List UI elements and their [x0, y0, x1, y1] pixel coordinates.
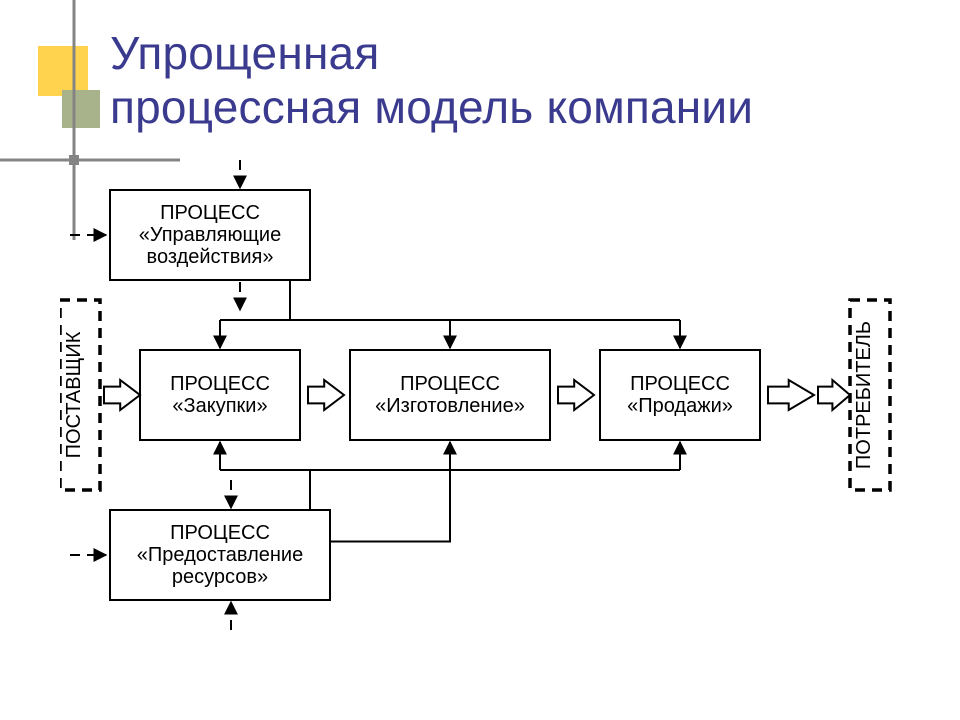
node-resources-label-0: ПРОЦЕСС [170, 522, 270, 544]
page-title: Упрощенная процессная модель компании [110, 26, 753, 135]
block-arrow-3 [768, 380, 814, 410]
block-arrow-2 [558, 380, 594, 410]
decor-yellow-square [38, 46, 88, 96]
node-resources-label-1: «Предоставление [137, 544, 303, 566]
decor-sage-square [62, 90, 100, 128]
title-line2: процессная модель компании [110, 81, 753, 133]
supplier-label: ПОСТАВЩИК [63, 331, 85, 458]
node-sales-label-1: «Продажи» [627, 395, 733, 417]
title-line1: Упрощенная [110, 27, 379, 79]
node-management-label-1: «Управляющие [139, 224, 281, 246]
res-elbow [330, 470, 450, 542]
node-sales-label-0: ПРОЦЕСС [630, 373, 730, 395]
node-management-label-2: воздействия» [147, 246, 274, 268]
block-arrow-1 [308, 380, 344, 410]
node-purchasing-label-1: «Закупки» [172, 395, 267, 417]
node-purchasing-label-0: ПРОЦЕСС [170, 373, 270, 395]
block-arrow-4 [818, 380, 850, 410]
node-manufacturing-label-0: ПРОЦЕСС [400, 373, 500, 395]
node-management-label-0: ПРОЦЕСС [160, 202, 260, 224]
node-resources-label-2: ресурсов» [172, 566, 268, 588]
consumer-label: ПОТРЕБИТЕЛЬ [853, 321, 875, 469]
node-manufacturing-label-1: «Изготовление» [375, 395, 525, 417]
process-diagram: ПОСТАВЩИКПОТРЕБИТЕЛЬПРОЦЕСС«Управляющиев… [60, 160, 910, 700]
block-arrow-0 [104, 380, 140, 410]
